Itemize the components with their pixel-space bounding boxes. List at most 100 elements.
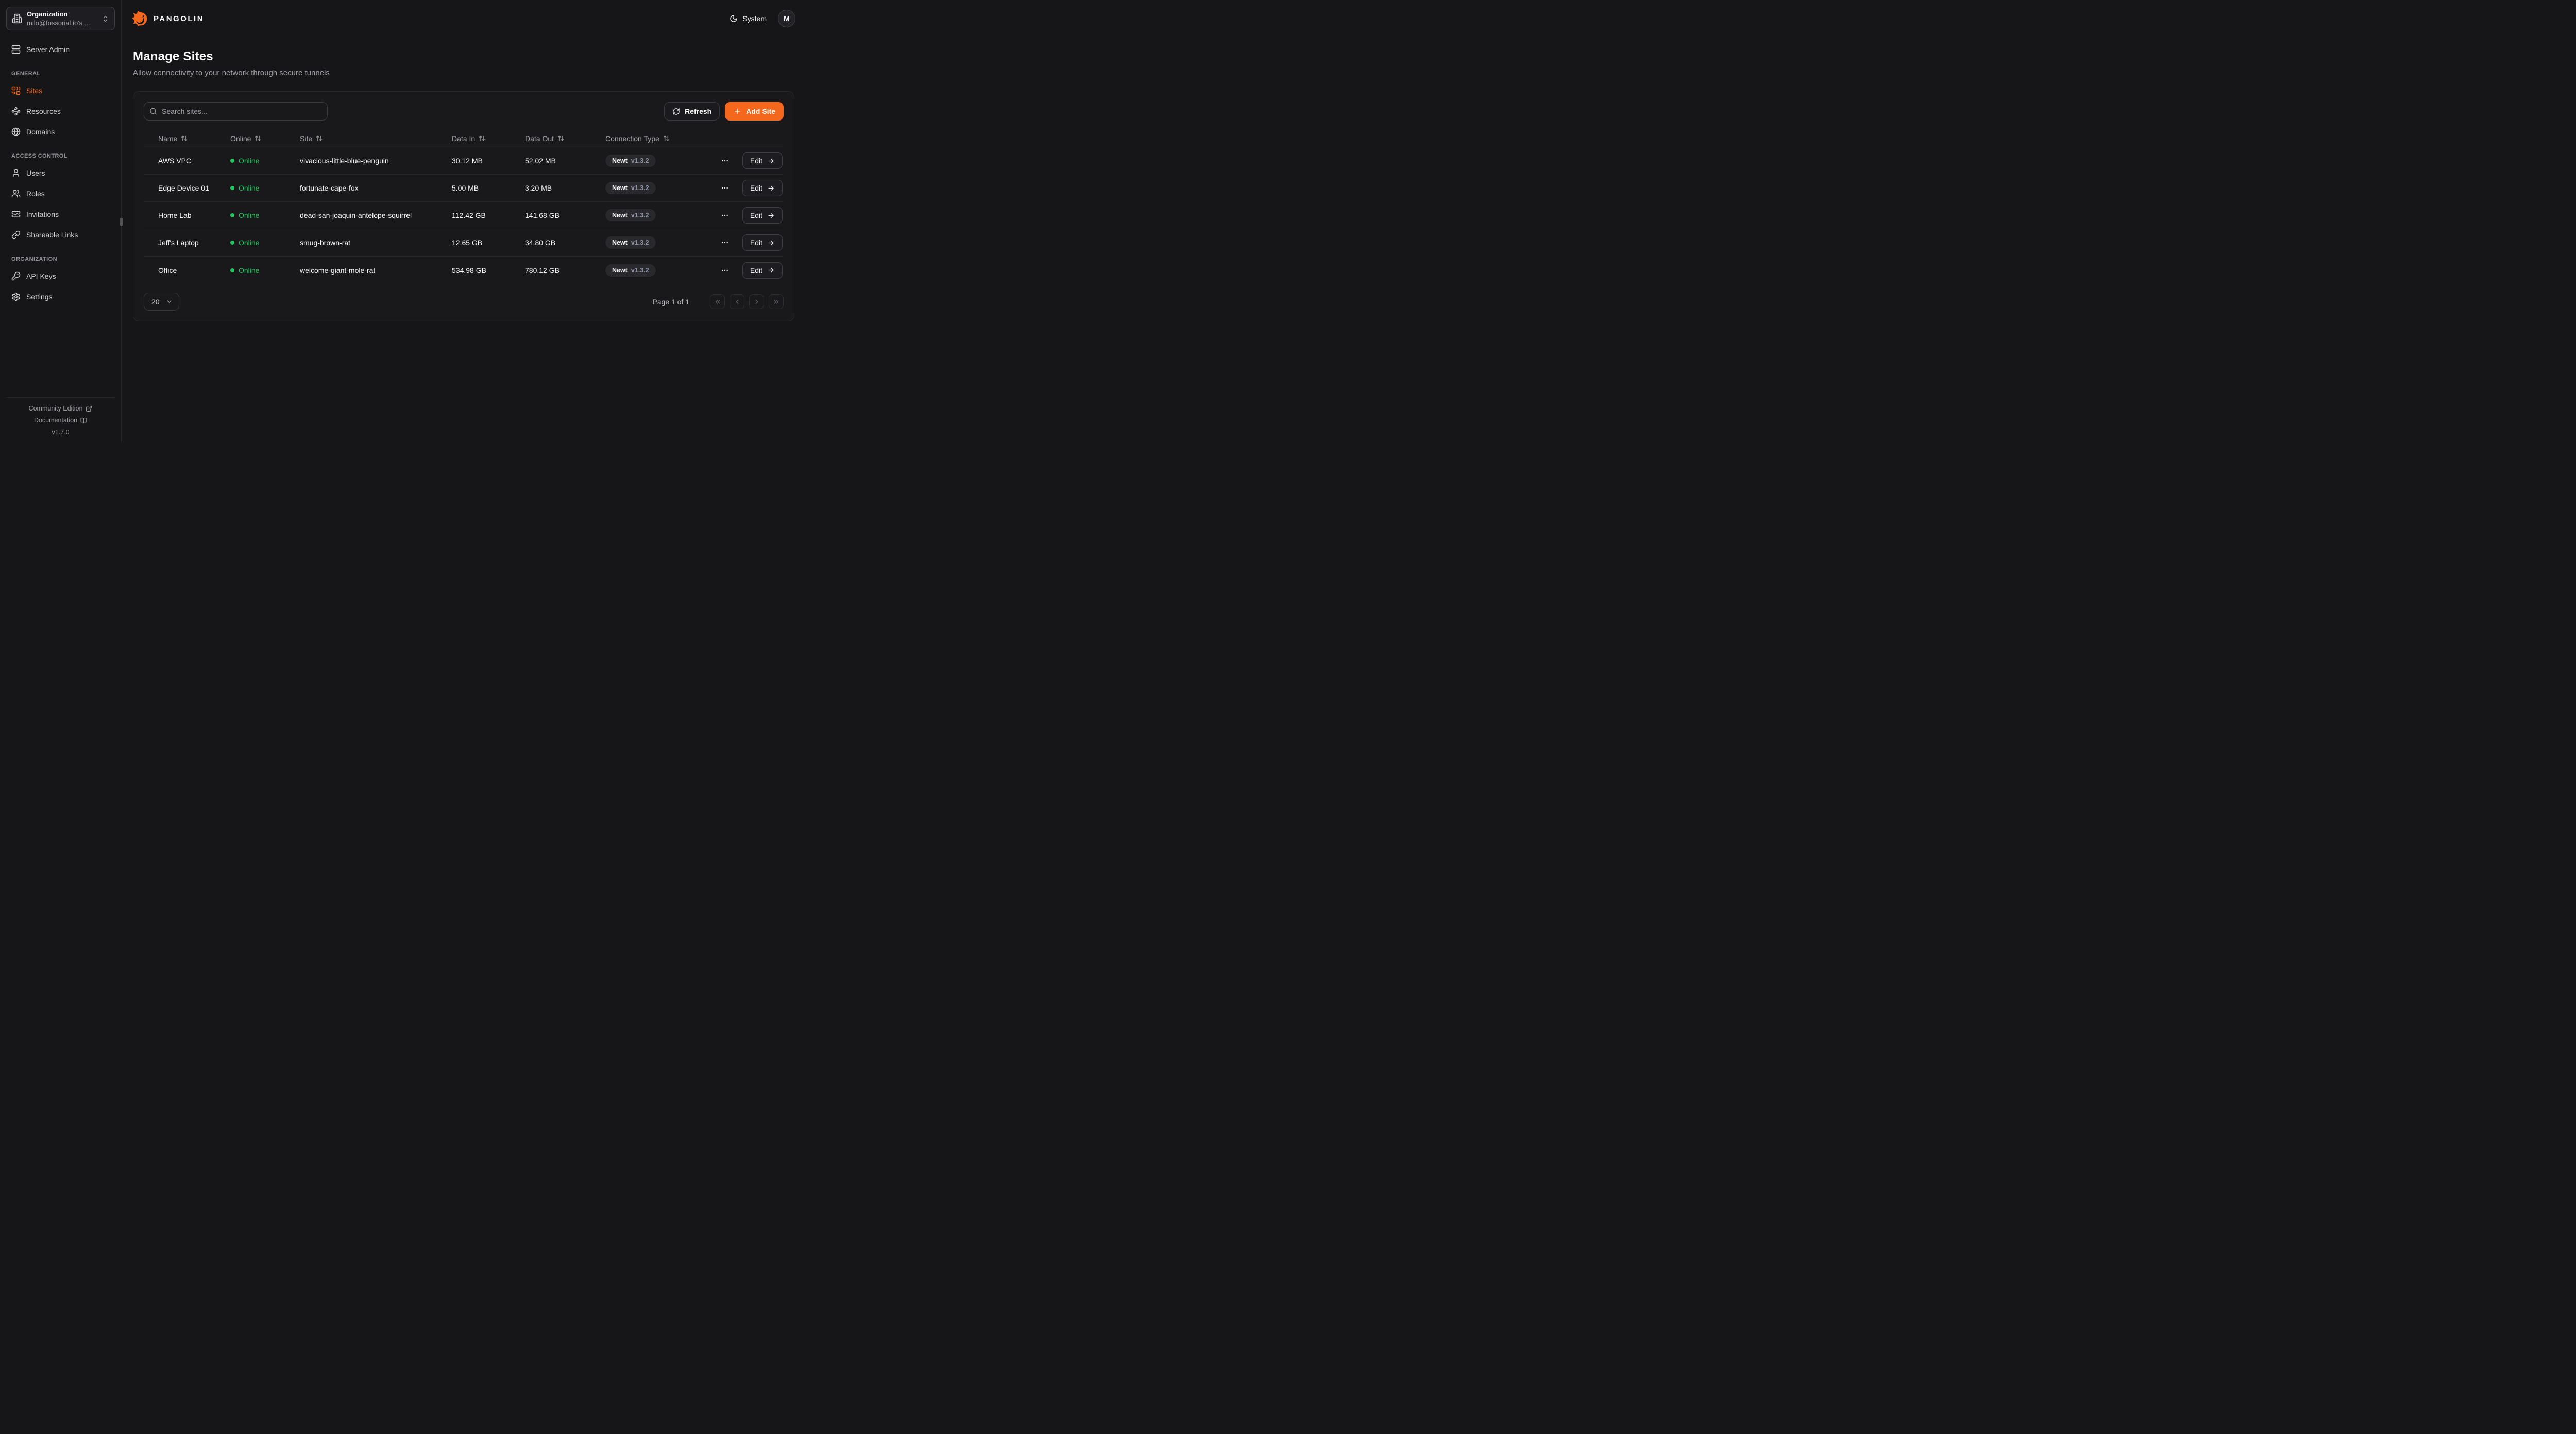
next-page-button[interactable] [749,294,764,309]
column-header-data-out[interactable]: Data Out [525,134,605,143]
sidebar-item-label: Server Admin [26,45,70,54]
arrow-right-icon [767,157,775,165]
row-actions-cell: Edit [694,180,784,196]
page-size-select[interactable]: 20 [144,293,179,311]
org-texts: Organization milo@fossorial.io's ... [27,10,97,27]
sidebar-item-settings[interactable]: Settings [6,289,115,304]
data-in-cell: 5.00 MB [452,184,479,192]
site-name-cell: Office [158,266,177,275]
sidebar-item-roles[interactable]: Roles [6,186,115,201]
edit-button[interactable]: Edit [742,180,783,196]
pangolin-logo-icon [132,10,148,27]
sidebar-item-label: Roles [26,190,45,198]
topbar-right: System M [730,10,795,27]
refresh-button[interactable]: Refresh [664,102,720,121]
site-slug-cell: welcome-giant-mole-rat [300,266,376,275]
edit-button[interactable]: Edit [742,262,783,279]
app-window: Organization milo@fossorial.io's ... Ser… [0,0,808,443]
column-header-site[interactable]: Site [300,134,452,143]
connection-type-cell: Newt v1.3.2 [605,264,694,277]
edit-button[interactable]: Edit [742,207,783,224]
sidebar-item-shareable-links[interactable]: Shareable Links [6,227,115,243]
connection-type-cell: Newt v1.3.2 [605,236,694,249]
connection-version: v1.3.2 [631,212,649,219]
search-input[interactable] [144,102,328,121]
data-out-cell: 52.02 MB [525,157,556,165]
online-dot-icon [230,213,234,217]
connection-version: v1.3.2 [631,266,649,274]
connection-name: Newt [612,157,628,164]
site-slug-cell: dead-san-joaquin-antelope-squirrel [300,211,412,219]
data-in-cell: 30.12 MB [452,157,483,165]
sidebar-item-resources[interactable]: Resources [6,104,115,119]
online-dot-icon [230,159,234,163]
refresh-label: Refresh [685,107,712,115]
connection-type-cell: Newt v1.3.2 [605,155,694,167]
sidebar-item-domains[interactable]: Domains [6,124,115,140]
sort-icon [181,135,188,142]
sort-icon [316,135,323,142]
column-label: Name [158,134,178,143]
sidebar-item-users[interactable]: Users [6,165,115,181]
row-actions-cell: Edit [694,234,784,251]
site-name-cell: AWS VPC [158,157,192,165]
moon-icon [730,14,738,23]
row-menu-button[interactable] [719,182,731,194]
connection-type-badge: Newt v1.3.2 [605,182,656,194]
avatar[interactable]: M [778,10,795,27]
connection-version: v1.3.2 [631,239,649,246]
column-header-connection-type[interactable]: Connection Type [605,134,694,143]
theme-toggle-button[interactable]: System [730,14,767,23]
refresh-icon [672,108,680,115]
online-label: Online [239,211,260,219]
add-site-button[interactable]: Add Site [725,102,784,121]
building-icon [12,13,22,24]
pager-right: Page 1 of 1 [652,294,784,309]
sidebar-item-label: Users [26,169,45,177]
org-selector[interactable]: Organization milo@fossorial.io's ... [6,7,115,30]
column-header-data-in[interactable]: Data In [452,134,525,143]
sidebar-item-api-keys[interactable]: API Keys [6,268,115,284]
connection-name: Newt [612,184,628,192]
previous-page-button[interactable] [730,294,744,309]
main-area: PANGOLIN System M Manage Sites Allow con… [122,0,808,443]
column-header-name[interactable]: Name [158,134,230,143]
sidebar-item-label: Settings [26,293,53,301]
column-label: Site [300,134,313,143]
page-title: Manage Sites [133,49,213,63]
connection-name: Newt [612,266,628,274]
connection-type-badge: Newt v1.3.2 [605,264,656,277]
documentation-link[interactable]: Documentation [6,417,115,424]
sidebar-item-label: Sites [26,87,43,95]
brand-name: PANGOLIN [154,14,205,23]
row-menu-button[interactable] [719,155,731,167]
brand-logo[interactable]: PANGOLIN [132,10,204,27]
connection-version: v1.3.2 [631,184,649,192]
site-slug-cell: fortunate-cape-fox [300,184,359,192]
online-status-cell: Online [230,238,300,247]
table-row: Edge Device 01 Online fortunate-cape-fox… [144,175,784,202]
first-page-button[interactable] [710,294,725,309]
chevron-down-icon [166,298,173,305]
row-actions-cell: Edit [694,207,784,224]
last-page-button[interactable] [769,294,784,309]
column-header-online[interactable]: Online [230,134,300,143]
row-menu-button[interactable] [719,236,731,249]
row-menu-button[interactable] [719,264,731,277]
online-status-cell: Online [230,157,300,165]
key-icon [11,271,21,281]
row-actions-cell: Edit [694,152,784,169]
sort-icon [663,135,670,142]
row-menu-button[interactable] [719,209,731,221]
users-icon [11,189,21,198]
section-label-organization: ORGANIZATION [11,256,57,262]
sidebar-resize-handle[interactable] [120,218,123,226]
sidebar-item-server-admin[interactable]: Server Admin [6,42,115,57]
user-icon [11,168,21,178]
app-version: v1.7.0 [52,429,70,436]
community-edition-link[interactable]: Community Edition [6,405,115,412]
sidebar-item-invitations[interactable]: Invitations [6,207,115,222]
edit-button[interactable]: Edit [742,234,783,251]
sidebar-item-sites[interactable]: Sites [6,83,115,98]
edit-button[interactable]: Edit [742,152,783,169]
